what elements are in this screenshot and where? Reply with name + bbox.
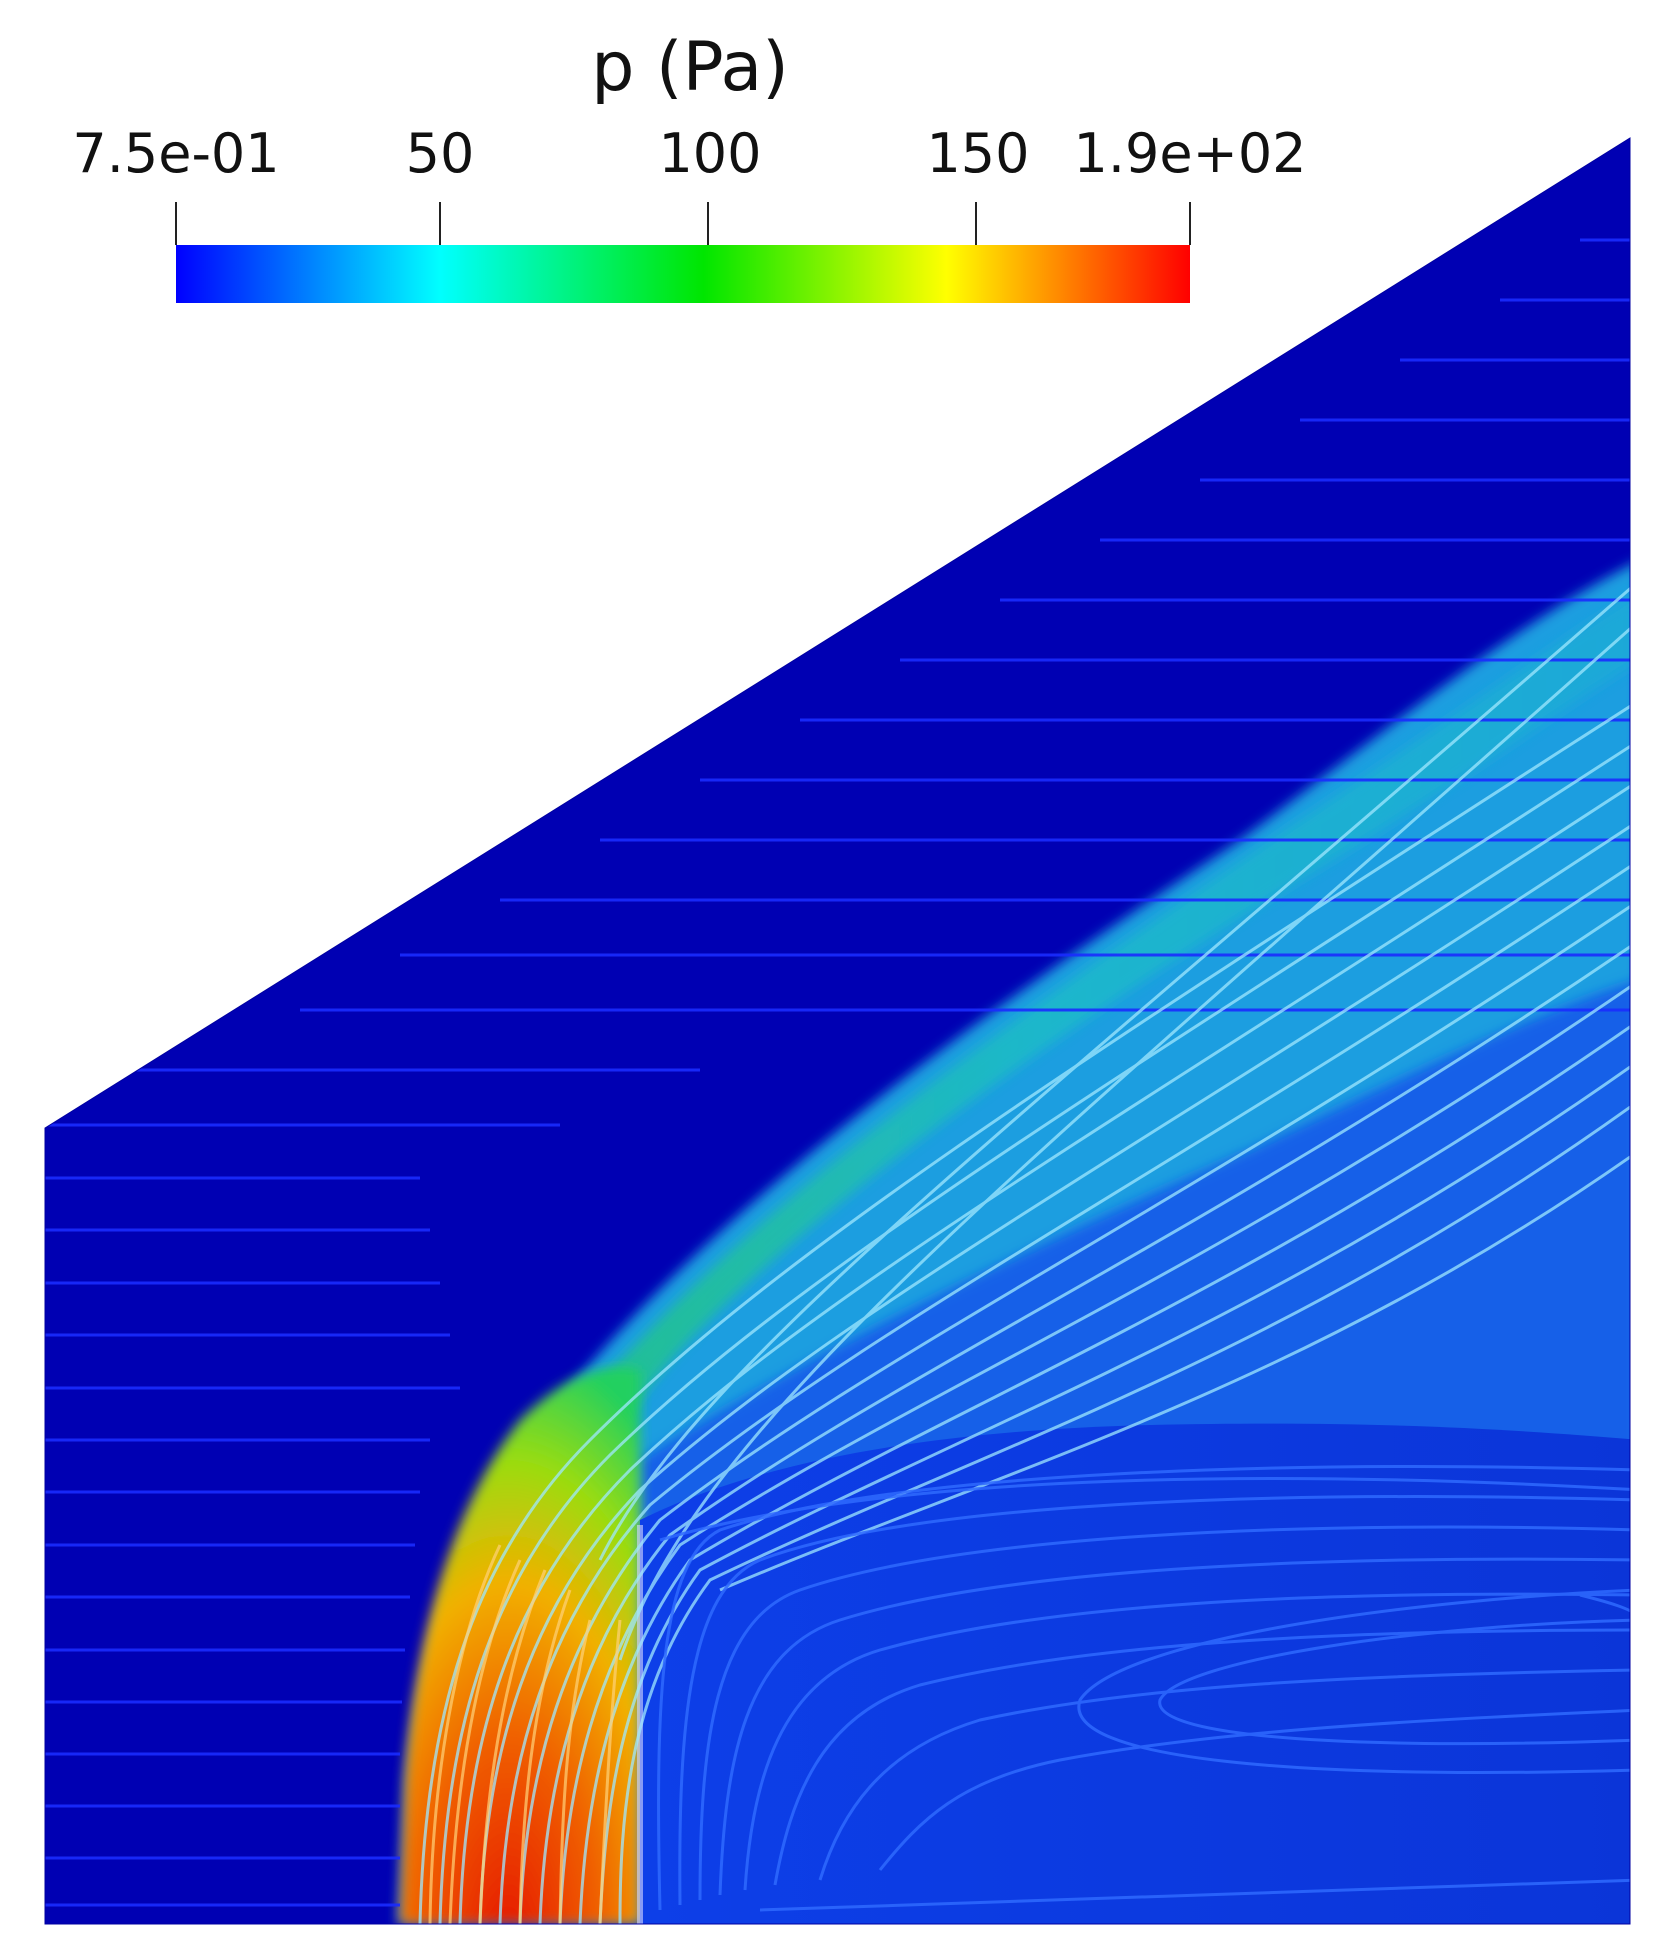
colorbar: p (Pa) 7.5e-01 50 100 150 1.9e+02 [72, 28, 1307, 303]
freestream-streamlines [45, 238, 1630, 1907]
colorbar-tick-marks [175, 202, 1191, 245]
shock-layer-streamlines [418, 578, 1630, 1924]
colorbar-tick-labels: 7.5e-01 50 100 150 1.9e+02 [72, 122, 1306, 185]
colorbar-tick-label: 150 [926, 122, 1029, 185]
colorbar-tick-label: 1.9e+02 [1073, 122, 1306, 185]
colorbar-tick-label: 100 [658, 122, 761, 185]
colorbar-gradient [176, 245, 1190, 303]
colorbar-tick-label: 50 [406, 122, 475, 185]
colorbar-title: p (Pa) [591, 28, 788, 107]
colorbar-tick-label: 7.5e-01 [72, 122, 279, 185]
domain-boundary [44, 137, 1631, 1925]
wake-streamlines [657, 1465, 1630, 1912]
stagnation-streamlines [428, 1544, 622, 1924]
shock-front-band [430, 590, 1630, 1760]
wake-region [640, 1423, 1630, 1924]
